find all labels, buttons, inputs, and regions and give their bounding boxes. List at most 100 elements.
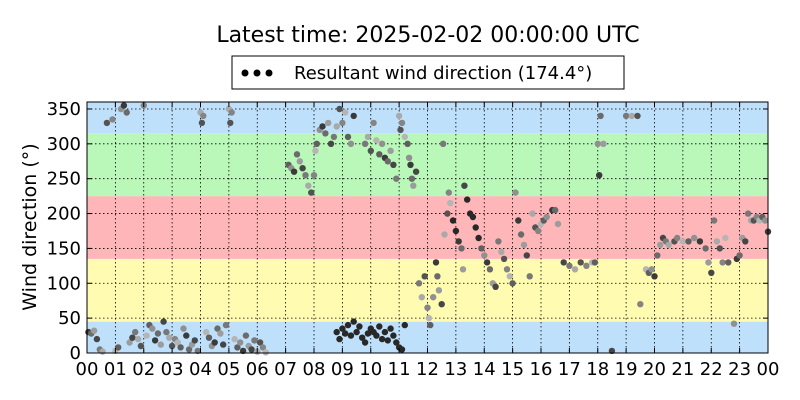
data-point: [126, 339, 133, 346]
data-point: [217, 330, 224, 337]
data-point: [736, 252, 743, 259]
data-point: [483, 259, 491, 266]
x-tick-label: 16: [530, 359, 553, 380]
data-point: [361, 140, 369, 147]
legend-box: [231, 55, 625, 90]
data-point: [336, 335, 343, 343]
data-point: [259, 344, 267, 351]
data-point: [378, 335, 386, 343]
data-point: [325, 119, 332, 127]
data-point: [123, 109, 130, 116]
data-point: [203, 328, 210, 336]
x-tick-label: 21: [671, 359, 694, 380]
data-point: [398, 119, 406, 127]
data-point: [395, 112, 403, 120]
data-point: [744, 210, 752, 217]
data-point: [515, 217, 522, 224]
data-point: [339, 119, 346, 127]
data-point: [535, 227, 542, 235]
y-tick-label: 50: [58, 308, 81, 329]
data-point: [404, 140, 411, 147]
data-point: [517, 231, 525, 238]
y-tick-label: 350: [47, 99, 81, 120]
data-point: [393, 339, 400, 346]
data-point: [342, 109, 349, 116]
data-point: [498, 248, 505, 256]
data-point: [421, 273, 428, 280]
data-point: [512, 189, 519, 196]
x-tick-label: 03: [161, 359, 184, 380]
data-point: [722, 234, 729, 242]
x-tick-label: 22: [700, 359, 723, 380]
data-point: [509, 280, 516, 287]
data-point: [725, 259, 732, 266]
data-point: [350, 112, 357, 120]
data-point: [657, 241, 664, 249]
data-point: [560, 259, 567, 266]
data-point: [597, 112, 604, 120]
data-point: [390, 161, 397, 168]
data-point: [405, 154, 413, 161]
x-tick-label: 00: [76, 359, 99, 380]
x-tick-label: 09: [331, 359, 354, 380]
data-point: [384, 337, 391, 344]
data-point: [441, 231, 448, 238]
data-point: [367, 147, 374, 154]
data-point: [220, 341, 227, 348]
data-point: [730, 320, 738, 327]
data-point: [622, 112, 630, 120]
legend-label: Resultant wind direction (174.4°): [294, 63, 592, 84]
data-point: [364, 330, 372, 337]
data-point: [134, 335, 142, 343]
data-point: [654, 252, 661, 259]
data-point: [628, 112, 635, 120]
data-point: [103, 119, 111, 127]
data-point: [526, 273, 533, 280]
data-point: [163, 328, 170, 336]
data-point: [322, 130, 329, 137]
data-point: [427, 321, 434, 329]
data-point: [452, 227, 460, 235]
data-point: [432, 259, 440, 266]
y-tick-label: 200: [47, 204, 81, 225]
data-point: [571, 266, 579, 273]
data-point: [445, 189, 452, 196]
data-point: [137, 342, 145, 350]
data-point: [520, 241, 528, 249]
data-point: [447, 199, 454, 207]
data-point: [401, 133, 408, 141]
data-point: [339, 325, 346, 332]
data-point: [742, 238, 749, 245]
data-point: [716, 245, 723, 252]
y-tick-label: 150: [47, 238, 81, 259]
data-point: [214, 325, 221, 332]
data-point: [591, 259, 599, 266]
x-tick-label: 11: [388, 359, 411, 380]
legend-marker: [265, 69, 273, 77]
data-point: [154, 330, 162, 337]
data-point: [475, 234, 482, 242]
data-point: [648, 266, 655, 273]
data-point: [401, 321, 408, 329]
data-point: [356, 323, 363, 330]
x-tick-label: 01: [104, 359, 127, 380]
data-point: [425, 314, 433, 322]
data-point: [228, 109, 235, 116]
x-tick-label: 19: [615, 359, 638, 380]
data-point: [256, 339, 264, 346]
data-point: [554, 220, 562, 228]
data-point: [157, 341, 164, 348]
data-point: [333, 123, 340, 130]
y-tick-label: 0: [70, 343, 81, 364]
data-point: [378, 140, 386, 147]
data-point: [177, 344, 184, 351]
data-point: [353, 328, 360, 336]
chart-title: Latest time: 2025-02-02 00:00:00 UTC: [216, 23, 639, 48]
data-point: [344, 133, 352, 141]
data-point: [359, 334, 366, 341]
data-point: [552, 206, 559, 214]
data-point: [415, 280, 423, 287]
data-point: [149, 325, 156, 332]
